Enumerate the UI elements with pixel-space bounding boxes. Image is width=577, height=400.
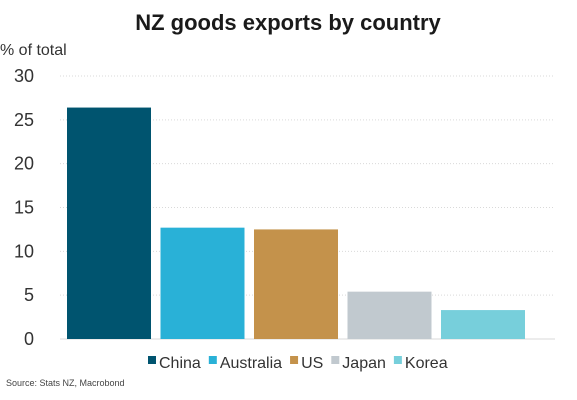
y-tick-label: 25: [14, 110, 34, 130]
legend-label-australia: Australia: [220, 355, 282, 372]
y-axis-label: % of total: [0, 42, 67, 59]
legend-label-china: China: [159, 355, 201, 372]
chart-title: NZ goods exports by country: [135, 10, 441, 35]
y-axis-ticks: 0 5 10 15 20 25 30: [14, 66, 34, 349]
bar-china: [67, 107, 151, 339]
y-tick-label: 5: [24, 285, 34, 305]
legend-swatch-china: [148, 356, 156, 364]
legend: China Australia US Japan Korea: [148, 355, 448, 372]
bars: [67, 107, 525, 339]
legend-label-us: US: [301, 355, 323, 372]
y-tick-label: 0: [24, 329, 34, 349]
bar-australia: [160, 227, 245, 339]
bar-us: [254, 229, 338, 339]
legend-swatch-korea: [393, 356, 402, 364]
y-tick-label: 20: [14, 154, 34, 174]
bar-korea: [441, 310, 525, 339]
y-tick-label: 10: [14, 241, 34, 261]
legend-swatch-us: [290, 356, 299, 364]
source-note: Source: Stats NZ, Macrobond: [6, 378, 125, 388]
y-tick-label: 15: [14, 198, 34, 218]
legend-label-korea: Korea: [405, 355, 448, 372]
legend-label-japan: Japan: [342, 355, 386, 372]
y-tick-label: 30: [14, 66, 34, 86]
legend-swatch-australia: [208, 356, 217, 364]
bar-japan: [347, 291, 432, 339]
legend-swatch-japan: [331, 356, 340, 364]
